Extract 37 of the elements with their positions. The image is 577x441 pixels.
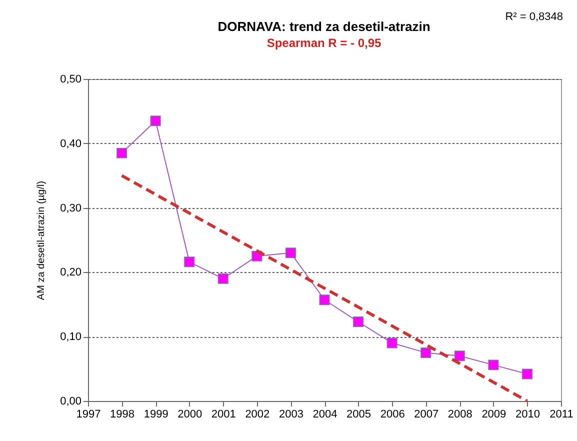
y-tick-label: 0,50 [60,74,82,86]
y-tick-label: 0,30 [60,202,82,214]
point [353,316,364,328]
x-tick-label: 1999 [144,408,168,420]
point [420,347,432,358]
point [218,273,228,284]
point [386,338,398,348]
point [319,294,330,306]
x-tick-label: 2002 [245,408,270,420]
point [488,360,499,370]
x-tick-label: 2010 [515,408,540,420]
y-tick-label: 0,20 [60,266,82,279]
point [116,148,128,158]
x-tick-label: 2006 [380,408,405,420]
y-axis-title: AM za desetil-atrazin (µg/l) [36,180,48,300]
y-tick-label: 0,00 [60,396,82,408]
point [454,350,465,362]
x-tick-label: 2004 [312,408,338,420]
x-tick-label: 2008 [448,408,472,420]
chart-title: DORNAVA: trend za desetil-atrazin [218,19,430,34]
point [285,248,296,258]
point [184,256,195,268]
point [150,116,161,126]
x-tick-label: 2011 [550,408,574,420]
chart-subtitle: Spearman R = - 0,95 [266,36,382,50]
text: R² = 0,8348 [505,11,563,23]
x-tick-label: 2005 [346,408,372,420]
x-tick-label: 2007 [414,408,439,420]
x-tick-label: 2001 [211,408,236,420]
point [522,368,532,380]
x-tick-label: 2000 [178,408,202,420]
x-tick-label: 2003 [278,408,304,420]
x-tick-label: 1997 [76,408,101,420]
x-tick-label: 1998 [110,408,135,420]
y-tick-label: 0,10 [60,331,82,344]
x-tick-label: 2009 [482,408,506,420]
y-tick-label: 0,40 [60,138,82,150]
